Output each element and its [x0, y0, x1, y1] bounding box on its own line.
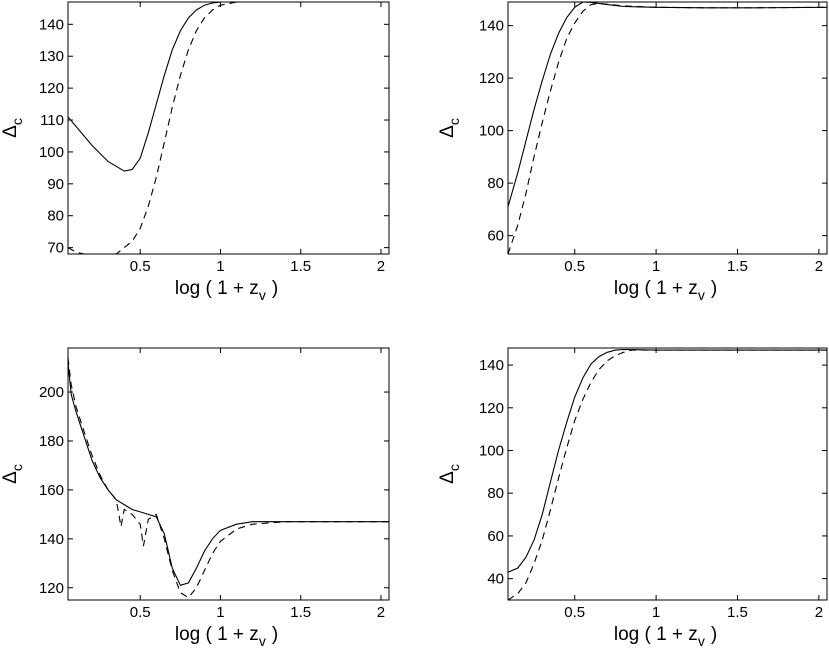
y-axis-label-sub: c — [9, 118, 25, 125]
x-tick-label: 1 — [652, 604, 660, 621]
y-tick-label: 140 — [39, 16, 64, 33]
y-tick-label: 120 — [39, 80, 64, 97]
series-line-solid — [68, 362, 389, 586]
y-axis-label: Δc — [437, 464, 462, 484]
x-axis-label: log ( 1 + zv) — [614, 624, 717, 649]
x-axis-label-sub: v — [259, 633, 266, 649]
x-axis-label-sub: v — [698, 287, 705, 303]
x-tick-label: 1.5 — [727, 604, 748, 621]
y-tick-label: 90 — [47, 176, 64, 193]
x-axis-label: log ( 1 + zv) — [614, 278, 717, 303]
x-tick-label: 1.5 — [290, 258, 311, 275]
x-axis-label-close: ) — [272, 624, 278, 645]
x-tick-label: 2 — [815, 604, 823, 621]
subplot-bottom-left: 0.5 1 1.5 2 120 140 160 180 200 log ( 1 + zv) Δc — [0, 347, 390, 649]
y-axis-label-main: Δ — [0, 125, 21, 138]
subplot-top-right: 0.5 1 1.5 2 60 80 100 120 140 log ( 1 + zv) Δc — [437, 1, 828, 303]
x-tick-label: 0.5 — [564, 604, 585, 621]
y-axis-label-sub: c — [446, 118, 462, 125]
series-line-dashed — [508, 349, 827, 600]
y-tick-label: 100 — [39, 144, 64, 161]
y-axis-label-sub: c — [9, 464, 25, 471]
x-axis-label-close: ) — [711, 278, 717, 299]
x-tick-label: 1 — [652, 258, 660, 275]
y-tick-label: 160 — [39, 482, 64, 499]
y-axis-label: Δc — [0, 118, 25, 138]
y-tick-label: 60 — [487, 528, 504, 545]
x-axis-label-sub: v — [698, 633, 705, 649]
series-line-dashed — [508, 2, 827, 254]
y-tick-label: 100 — [479, 123, 504, 140]
y-tick-label: 80 — [47, 208, 64, 225]
x-axis-label-main: log ( 1 + z — [175, 624, 259, 645]
subplot-top-left: 0.5 1 1.5 2 70 80 90 100 110 120 130 140 log ( 1 + z… — [0, 1, 390, 303]
x-tick-label: 0.5 — [130, 604, 151, 621]
x-tick-label: 1.5 — [727, 258, 748, 275]
x-axis-label-main: log ( 1 + z — [614, 624, 698, 645]
y-axis-label-main: Δ — [0, 471, 21, 484]
axes-frame — [507, 1, 828, 255]
y-tick-label: 80 — [487, 175, 504, 192]
x-tick-label: 0.5 — [564, 258, 585, 275]
axes-frame — [507, 347, 828, 601]
x-tick-label: 1.5 — [290, 604, 311, 621]
x-tick-label: 1 — [216, 604, 224, 621]
x-tick-label: 1 — [216, 258, 224, 275]
x-axis-label: log ( 1 + zv) — [175, 278, 278, 303]
x-axis-label-close: ) — [711, 624, 717, 645]
y-tick-label: 140 — [39, 531, 64, 548]
y-axis-label-main: Δ — [437, 125, 458, 138]
y-tick-label: 180 — [39, 433, 64, 450]
y-tick-label: 100 — [479, 443, 504, 460]
x-tick-label: 2 — [377, 258, 385, 275]
axes-frame — [67, 347, 390, 601]
y-tick-label: 120 — [479, 400, 504, 417]
y-tick-label: 120 — [479, 70, 504, 87]
y-tick-label: 140 — [479, 18, 504, 35]
x-tick-label: 2 — [377, 604, 385, 621]
y-axis-label-sub: c — [446, 464, 462, 471]
series-line-solid — [508, 2, 827, 207]
y-tick-label: 120 — [39, 580, 64, 597]
x-tick-label: 0.5 — [130, 258, 151, 275]
axes-frame — [67, 1, 390, 255]
y-axis-label: Δc — [0, 464, 25, 484]
x-axis-label-sub: v — [259, 287, 266, 303]
y-tick-label: 40 — [487, 571, 504, 588]
y-tick-label: 110 — [40, 112, 64, 129]
y-tick-label: 140 — [479, 357, 504, 374]
series-line-dashed — [68, 2, 389, 254]
x-axis-label-main: log ( 1 + z — [614, 278, 698, 299]
y-tick-label: 130 — [39, 48, 64, 65]
y-axis-label-main: Δ — [437, 471, 458, 484]
y-tick-label: 60 — [487, 228, 504, 245]
x-axis-label: log ( 1 + zv) — [175, 624, 278, 649]
y-tick-label: 200 — [39, 384, 64, 401]
series-line-solid — [68, 2, 389, 172]
x-axis-label-close: ) — [272, 278, 278, 299]
y-tick-label: 70 — [47, 240, 64, 257]
series-line-dashed — [68, 357, 389, 599]
x-axis-label-main: log ( 1 + z — [175, 278, 259, 299]
subplot-bottom-right: 0.5 1 1.5 2 40 60 80 100 120 140 log ( 1 + zv) Δc — [437, 347, 828, 649]
series-line-solid — [508, 348, 827, 573]
y-axis-label: Δc — [437, 118, 462, 138]
y-tick-label: 80 — [487, 485, 504, 502]
x-tick-label: 2 — [815, 258, 823, 275]
